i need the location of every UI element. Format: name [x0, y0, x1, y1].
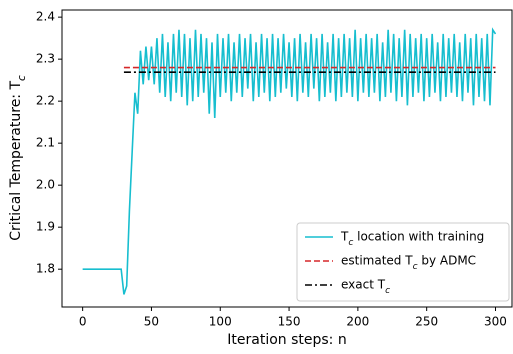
x-tick-label: 0: [79, 315, 87, 329]
y-tick-label: 1.9: [36, 220, 55, 234]
y-tick-label: 2.3: [36, 52, 55, 66]
legend-label: Tc location with training: [340, 230, 484, 248]
legend-label: estimated Tc by ADMC: [341, 254, 476, 272]
y-tick-label: 1.8: [36, 262, 55, 276]
x-tick-label: 100: [209, 315, 232, 329]
series-line: [82, 27, 497, 295]
x-tick-label: 250: [415, 315, 438, 329]
x-tick-label: 150: [278, 315, 301, 329]
legend-box: [296, 222, 510, 302]
axes-frame: [61, 9, 513, 308]
x-tick-label: 50: [144, 315, 159, 329]
legend-label: exact Tc: [341, 278, 390, 296]
y-axis-label: Critical Temperature: Tc: [8, 75, 28, 241]
y-tick-label: 2.4: [36, 10, 55, 24]
x-tick-label: 200: [346, 315, 369, 329]
legend: Tc location with training estimated Tc by…: [296, 222, 510, 302]
x-tick-label: 300: [484, 315, 507, 329]
y-tick-label: 2.2: [36, 94, 55, 108]
y-tick-label: 2.1: [36, 136, 55, 150]
y-tick-label: 2.0: [36, 178, 55, 192]
x-axis-label: Iteration steps: n: [227, 332, 346, 348]
